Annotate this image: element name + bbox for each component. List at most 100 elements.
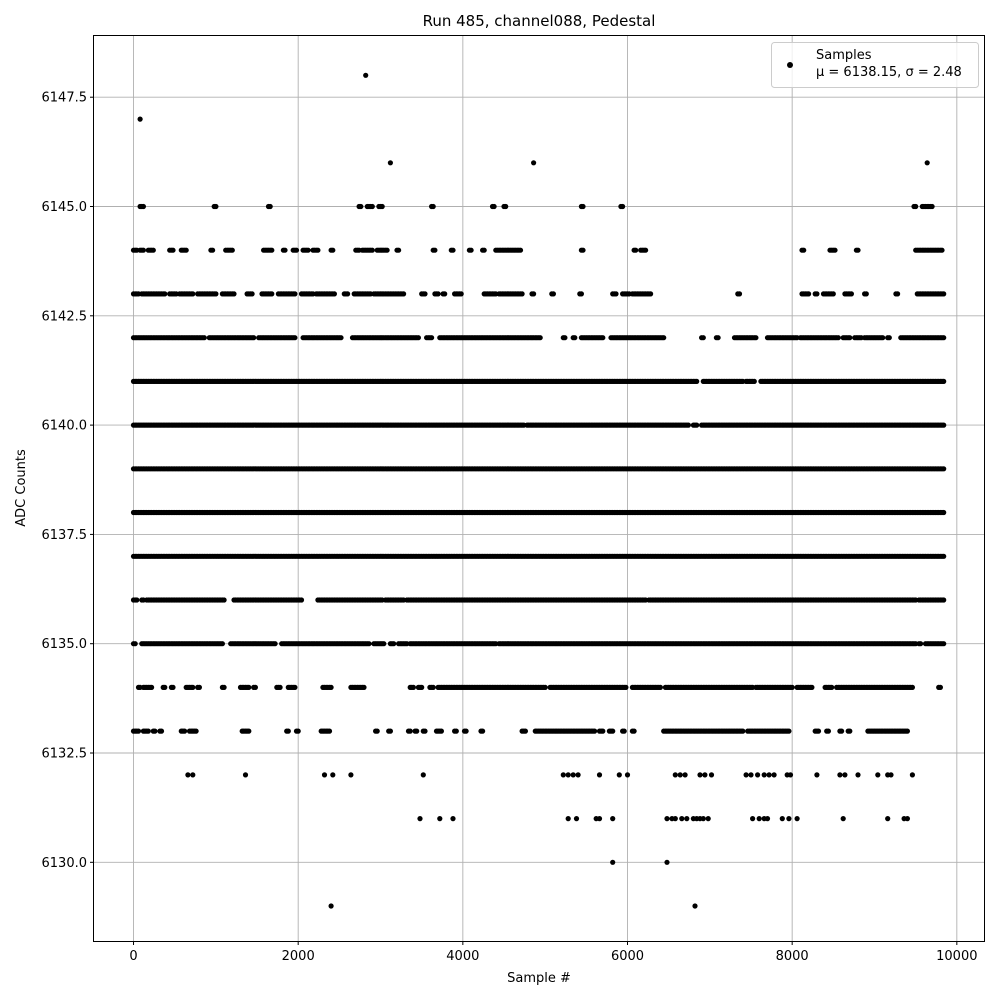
data-point xyxy=(766,772,772,778)
data-point xyxy=(613,291,619,297)
chart-title: Run 485, channel088, Pedestal xyxy=(423,12,656,30)
data-point xyxy=(338,335,344,341)
data-point xyxy=(918,641,924,647)
plot-frame xyxy=(93,35,985,942)
data-point xyxy=(190,772,196,778)
data-point xyxy=(210,247,216,253)
data-point xyxy=(246,684,252,691)
data-point xyxy=(293,247,300,253)
data-point xyxy=(941,553,947,559)
data-point xyxy=(648,291,654,297)
data-point xyxy=(458,291,464,297)
x-tick-label: 4000 xyxy=(446,949,479,964)
data-point xyxy=(580,203,586,210)
y-tick-label: 6142.5 xyxy=(42,309,88,324)
data-point xyxy=(550,291,557,297)
data-point xyxy=(519,291,525,297)
data-point xyxy=(755,772,761,778)
data-point xyxy=(415,335,421,341)
data-point xyxy=(150,247,156,253)
data-point xyxy=(596,816,603,822)
data-point xyxy=(140,247,146,253)
x-tick-label: 10000 xyxy=(936,949,977,964)
data-point xyxy=(298,597,305,603)
data-point xyxy=(596,772,603,778)
data-point xyxy=(305,247,311,253)
legend-box xyxy=(771,42,979,88)
data-point xyxy=(132,641,138,647)
data-point xyxy=(941,291,947,297)
data-point xyxy=(787,772,794,778)
data-point xyxy=(863,291,869,297)
data-point xyxy=(246,728,252,734)
data-point xyxy=(705,816,711,822)
data-point xyxy=(193,728,199,734)
data-point xyxy=(379,203,385,210)
y-tick-label: 6137.5 xyxy=(42,528,88,543)
y-tick-label: 6132.5 xyxy=(42,747,88,762)
data-point xyxy=(789,684,795,691)
data-point xyxy=(779,816,785,822)
data-point xyxy=(135,728,142,734)
data-point xyxy=(331,291,337,297)
data-point xyxy=(664,816,670,822)
data-point xyxy=(685,422,692,428)
data-point xyxy=(419,684,425,691)
data-point xyxy=(753,335,759,341)
legend-series-label: Samples xyxy=(816,48,872,63)
data-point xyxy=(575,772,581,778)
data-point xyxy=(249,291,255,297)
data-point xyxy=(387,160,393,166)
data-point xyxy=(537,335,543,341)
data-point xyxy=(450,247,456,253)
legend: Samples μ = 6138.15, σ = 2.48 xyxy=(771,42,979,88)
data-point xyxy=(570,772,576,778)
data-point xyxy=(840,816,846,822)
data-point xyxy=(430,203,436,210)
data-point xyxy=(391,641,397,647)
data-point xyxy=(384,247,390,253)
data-point xyxy=(328,684,334,691)
data-point xyxy=(672,816,678,822)
data-point xyxy=(830,291,836,297)
data-point xyxy=(751,378,757,384)
data-point xyxy=(328,903,334,909)
data-point xyxy=(242,772,249,778)
data-point xyxy=(162,291,168,297)
data-point xyxy=(677,772,683,778)
data-point xyxy=(643,247,649,253)
data-point xyxy=(620,203,626,210)
data-point xyxy=(140,203,146,210)
data-point xyxy=(145,728,151,734)
data-point xyxy=(430,684,436,691)
data-point xyxy=(369,203,375,210)
data-point xyxy=(941,378,947,384)
data-point xyxy=(814,291,820,297)
data-point xyxy=(401,291,407,297)
data-point xyxy=(267,203,273,210)
data-point xyxy=(847,335,853,341)
data-point xyxy=(345,291,351,297)
data-point xyxy=(185,772,191,778)
data-point xyxy=(929,203,935,210)
data-point xyxy=(743,772,749,778)
data-point xyxy=(285,728,291,734)
data-point xyxy=(875,772,881,778)
data-point xyxy=(855,247,861,253)
data-point xyxy=(363,72,369,78)
data-point xyxy=(369,247,375,253)
x-tick-label: 6000 xyxy=(611,949,644,964)
y-tick-label: 6130.0 xyxy=(42,856,88,871)
data-point xyxy=(152,728,158,734)
data-point xyxy=(463,728,469,734)
data-point xyxy=(697,772,703,778)
data-point xyxy=(672,772,678,778)
data-point xyxy=(272,641,278,647)
data-point xyxy=(491,203,497,210)
legend-marker xyxy=(787,62,793,68)
data-point xyxy=(624,772,631,778)
data-point xyxy=(229,247,235,253)
data-point xyxy=(201,335,207,341)
data-point xyxy=(407,728,413,734)
